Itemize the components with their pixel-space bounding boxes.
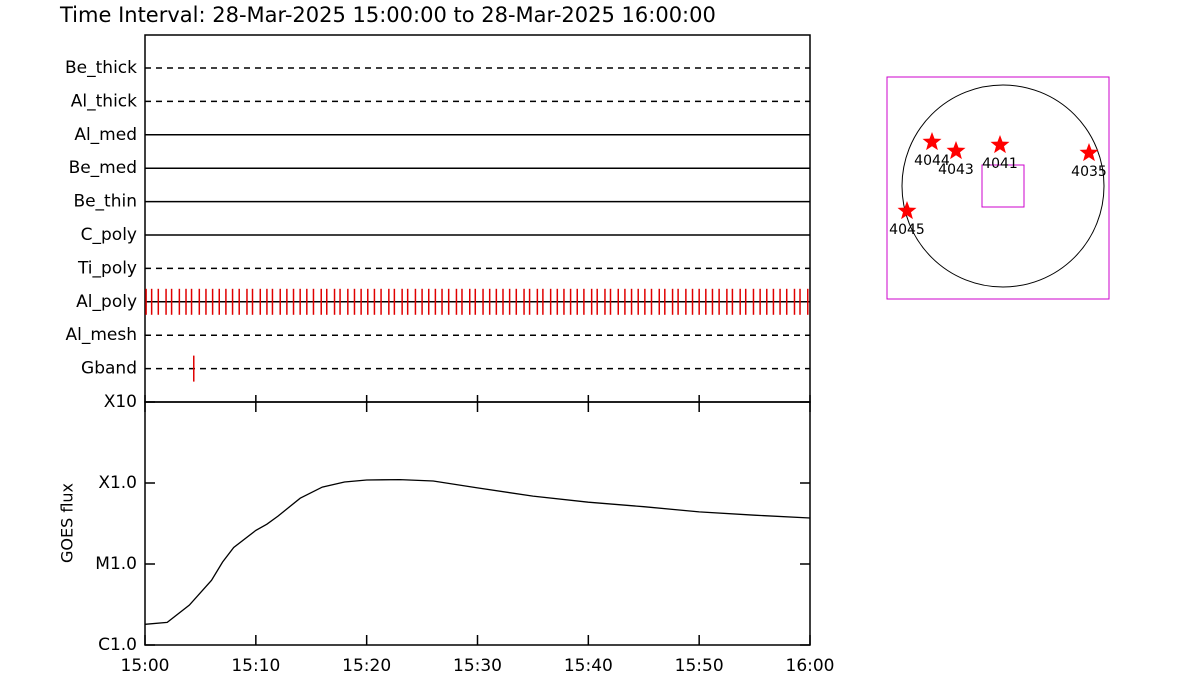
region-star — [990, 135, 1010, 154]
filter-label: Be_thin — [73, 192, 137, 212]
x-tick-label: 15:20 — [342, 656, 391, 676]
region-label: 4041 — [982, 156, 1018, 172]
x-tick-label: 16:00 — [786, 656, 835, 676]
filter-label: Al_med — [74, 125, 137, 145]
filter-label: Be_med — [69, 158, 137, 178]
filter-label: C_poly — [81, 225, 137, 245]
y-axis-label: GOES flux — [58, 483, 77, 563]
flux-frame — [144, 401, 811, 646]
x-tick-label: 15:30 — [453, 656, 502, 676]
region-star — [1079, 143, 1099, 162]
filter-label: Gband — [81, 359, 137, 379]
filter-label: Al_mesh — [65, 325, 137, 345]
timeline-frame — [144, 34, 811, 403]
region-label: 4043 — [938, 162, 974, 178]
y-tick-label: X10 — [104, 392, 137, 412]
solar-disk — [901, 84, 1105, 288]
filter-label: Al_poly — [76, 292, 137, 312]
map-frame — [886, 76, 1110, 300]
region-star — [897, 201, 917, 220]
y-tick-label: M1.0 — [95, 554, 137, 574]
x-tick-label: 15:10 — [231, 656, 280, 676]
region-star — [922, 132, 942, 151]
y-tick-label: C1.0 — [98, 635, 137, 655]
filter-label: Al_thick — [71, 91, 137, 111]
x-tick-label: 15:00 — [121, 656, 170, 676]
region-star — [946, 141, 966, 160]
filter-label: Be_thick — [65, 58, 137, 78]
chart-title: Time Interval: 28-Mar-2025 15:00:00 to 2… — [59, 3, 716, 27]
x-tick-label: 15:50 — [675, 656, 724, 676]
region-label: 4044 — [914, 153, 950, 169]
flux-line — [144, 478, 811, 625]
x-tick-label: 15:40 — [564, 656, 613, 676]
field-of-view — [981, 164, 1025, 208]
region-label: 4045 — [889, 222, 925, 238]
y-tick-label: X1.0 — [98, 473, 137, 493]
filter-label: Ti_poly — [77, 258, 137, 278]
region-label: 4035 — [1071, 164, 1107, 180]
